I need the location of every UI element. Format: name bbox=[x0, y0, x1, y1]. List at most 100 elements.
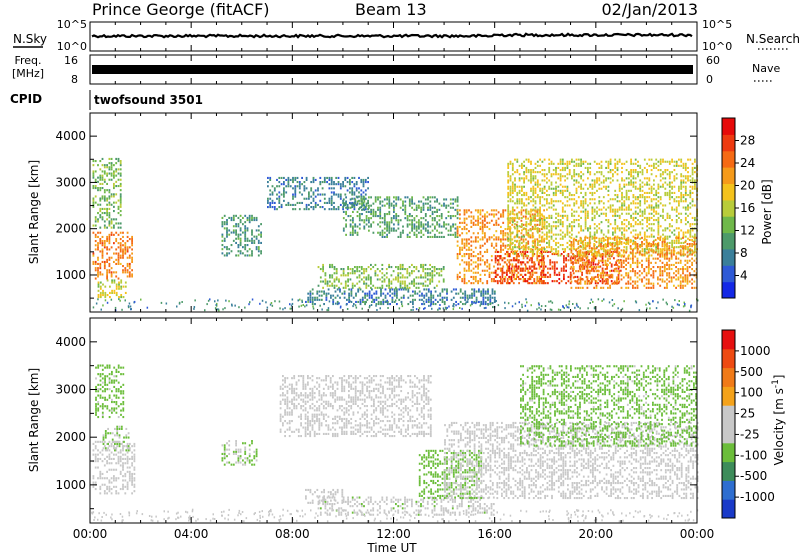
scatter-cell bbox=[106, 174, 108, 177]
scatter-cell bbox=[516, 229, 519, 232]
scatter-cell bbox=[641, 169, 644, 172]
scatter-cell bbox=[566, 233, 569, 236]
scatter-cell bbox=[531, 234, 534, 237]
scatter-cell bbox=[292, 176, 294, 179]
scatter-cell bbox=[516, 194, 519, 197]
scatter-cell bbox=[118, 296, 120, 299]
scatter-cell bbox=[283, 195, 285, 198]
scatter-cell bbox=[694, 233, 696, 236]
scatter-cell bbox=[555, 248, 557, 251]
scatter-cell bbox=[221, 233, 224, 236]
scatter-cell bbox=[244, 239, 247, 242]
scatter-cell bbox=[518, 189, 521, 192]
scatter-cell bbox=[573, 225, 576, 228]
scatter-cell bbox=[402, 231, 404, 234]
scatter-cell bbox=[680, 181, 683, 184]
scatter-cell bbox=[519, 273, 522, 276]
scatter-cell bbox=[333, 268, 336, 271]
scatter-cell bbox=[364, 208, 367, 211]
scatter-cell bbox=[338, 280, 340, 283]
scatter-cell bbox=[481, 244, 484, 247]
scatter-cell bbox=[613, 249, 616, 252]
scatter-cell bbox=[556, 273, 558, 276]
scatter-cell bbox=[671, 219, 673, 222]
scatter-cell bbox=[103, 220, 106, 223]
scatter-cell bbox=[389, 294, 391, 297]
scatter-cell bbox=[525, 244, 528, 247]
scatter-cell bbox=[420, 221, 423, 224]
scatter-cell bbox=[691, 204, 694, 207]
scatter-cell bbox=[110, 193, 113, 196]
scatter-cell bbox=[115, 174, 118, 177]
scatter-cell bbox=[628, 198, 630, 201]
scatter-cell bbox=[393, 208, 395, 211]
scatter-cell bbox=[563, 255, 565, 258]
scatter-cell bbox=[119, 197, 122, 200]
scatter-cell bbox=[119, 231, 122, 234]
scatter-cell bbox=[474, 261, 477, 264]
scatter-cell bbox=[353, 193, 356, 196]
scatter-cell bbox=[128, 254, 131, 257]
scatter-cell bbox=[611, 247, 614, 250]
scatter-cell bbox=[580, 204, 582, 207]
scatter-cell bbox=[694, 246, 696, 249]
scatter-cell bbox=[115, 238, 118, 241]
scatter-cell bbox=[607, 225, 610, 228]
scatter-cell bbox=[379, 286, 381, 289]
scatter-cell bbox=[446, 288, 448, 291]
scatter-cell bbox=[456, 225, 459, 228]
scatter-cell bbox=[580, 225, 582, 228]
scatter-cell bbox=[379, 221, 382, 224]
scatter-cell bbox=[593, 236, 596, 239]
scatter-cell bbox=[581, 255, 584, 258]
scatter-cell bbox=[572, 243, 575, 246]
scatter-cell bbox=[603, 280, 606, 283]
scatter-cell bbox=[360, 178, 363, 181]
scatter-cell bbox=[364, 197, 367, 200]
scatter-cell bbox=[547, 275, 549, 278]
scatter-cell bbox=[506, 265, 509, 268]
scatter-cell bbox=[566, 196, 569, 199]
scatter-cell bbox=[407, 296, 410, 299]
scatter-cell bbox=[598, 223, 601, 226]
scatter-cell bbox=[253, 219, 256, 222]
scatter-cell bbox=[515, 263, 517, 266]
scatter-cell bbox=[591, 183, 594, 186]
scatter-cell bbox=[604, 282, 607, 285]
scatter-cell bbox=[639, 185, 642, 188]
scatter-cell bbox=[568, 194, 571, 197]
scatter-cell bbox=[618, 266, 621, 269]
scatter-cell bbox=[478, 290, 480, 293]
scatter-cell bbox=[508, 265, 511, 268]
scatter-cell bbox=[684, 194, 687, 197]
scatter-cell bbox=[523, 235, 525, 238]
scatter-cell bbox=[541, 231, 544, 234]
scatter-cell bbox=[532, 169, 535, 172]
scatter-cell bbox=[94, 185, 97, 188]
scatter-cell bbox=[609, 177, 612, 180]
scatter-cell bbox=[354, 231, 357, 234]
scatter-cell bbox=[479, 217, 482, 220]
scatter-cell bbox=[566, 173, 569, 176]
scatter-cell bbox=[598, 187, 601, 190]
scatter-cell bbox=[463, 219, 466, 222]
scatter-cell bbox=[616, 196, 619, 199]
scatter-cell bbox=[563, 269, 565, 272]
scatter-cell bbox=[232, 225, 235, 228]
scatter-cell bbox=[650, 191, 653, 194]
scatter-cell bbox=[511, 263, 514, 266]
scatter-cell bbox=[567, 280, 570, 283]
scatter-cell bbox=[678, 241, 680, 244]
scatter-cell bbox=[607, 286, 609, 289]
scatter-cell bbox=[639, 214, 642, 217]
scatter-cell bbox=[639, 189, 642, 192]
scatter-cell bbox=[94, 269, 97, 272]
scatter-cell bbox=[97, 289, 100, 292]
scatter-cell bbox=[575, 261, 577, 264]
scatter-cell bbox=[547, 282, 549, 285]
scatter-cell bbox=[113, 195, 115, 198]
scatter-cell bbox=[587, 166, 589, 169]
scatter-cell bbox=[680, 200, 683, 203]
scatter-cell bbox=[423, 296, 426, 299]
scatter-cell bbox=[689, 185, 692, 188]
